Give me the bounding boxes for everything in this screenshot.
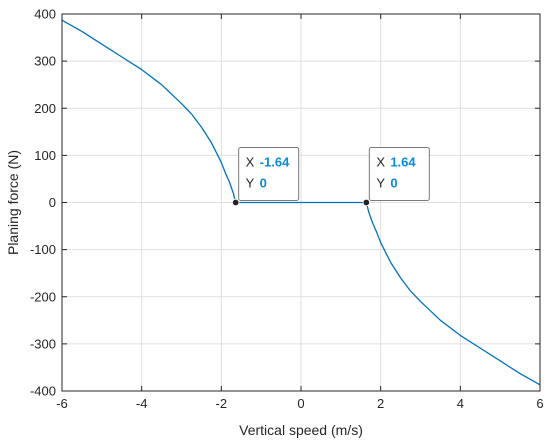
datatip-x-value: -1.64 [260,155,290,170]
y-tick-label: -400 [30,384,56,399]
datatip-x-key: X [376,155,385,170]
y-axis-label: Planing force (N) [5,150,21,255]
series-layer [61,19,541,386]
ticks [61,13,541,392]
datatip-x-value: 1.64 [390,155,416,170]
x-tick-label: -2 [216,396,228,411]
datatip[interactable]: X -1.64 Y 0 [231,147,300,207]
y-tick-label: 200 [34,101,56,116]
y-tick-label: 300 [34,54,56,69]
y-tick-label: 0 [49,195,56,210]
tick-labels: -6 -4 -2 0 2 4 6 -400 -300 -200 -100 0 100 200 300 400 [30,7,544,412]
y-tick-label: 400 [34,7,56,22]
y-tick-label: -300 [30,336,56,351]
datatip[interactable]: X 1.64 Y 0 [362,147,430,207]
datatip-box [238,147,300,201]
datatip-box [368,147,430,201]
y-tick-label: -200 [30,289,56,304]
x-tick-label: 0 [297,396,304,411]
datatip-y-key: Y [376,176,385,191]
x-tick-label: -6 [56,396,68,411]
datatip-marker [362,198,371,207]
datatip-y-value: 0 [390,176,397,191]
datatips: X -1.64Y 0X 1.64Y 0 [231,147,430,207]
datatip-y-key: Y [246,176,255,191]
x-tick-label: 6 [536,396,543,411]
x-tick-label: 2 [377,396,384,411]
series-line [61,19,541,386]
datatip-marker [231,198,240,207]
x-tick-label: 4 [457,396,464,411]
y-tick-label: 100 [34,148,56,163]
y-tick-label: -100 [30,242,56,257]
x-axis-label: Vertical speed (m/s) [239,422,363,438]
datatip-x-key: X [246,155,255,170]
datatip-y-value: 0 [260,176,267,191]
x-tick-label: -4 [136,396,148,411]
grid [61,13,541,392]
